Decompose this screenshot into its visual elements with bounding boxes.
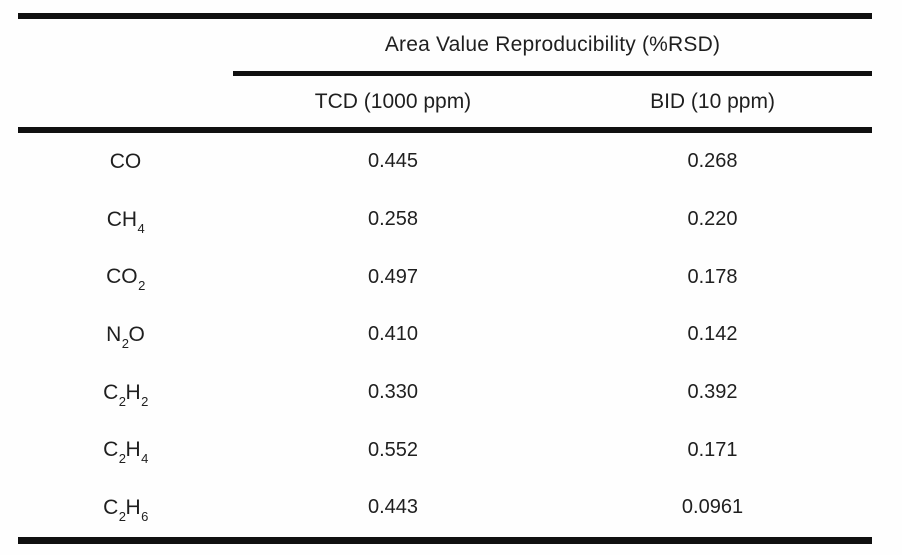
tcd-value: 0.443 [367, 496, 419, 519]
spanning-header-row: Area Value Reproducibility (%RSD) [18, 19, 872, 71]
column-header-tcd: TCD (1000 ppm) [314, 89, 472, 113]
table-row: N2O 0.410 0.142 [18, 306, 872, 364]
table-row: C2H4 0.552 0.171 [18, 421, 872, 479]
spanning-header-underline-row [18, 71, 872, 76]
spanning-header-title: Area Value Reproducibility (%RSD) [384, 33, 721, 56]
table-bottom-rule [18, 536, 872, 544]
table-row: C2H2 0.330 0.392 [18, 364, 872, 422]
bid-value: 0.142 [687, 323, 738, 346]
bid-value: 0.171 [687, 438, 738, 461]
reproducibility-table: Area Value Reproducibility (%RSD) TCD (1… [18, 13, 872, 544]
compound-label: C2H4 [103, 438, 149, 467]
bid-value: 0.392 [687, 381, 738, 404]
underline-spacer [18, 71, 233, 76]
tcd-value: 0.258 [367, 208, 419, 231]
column-header-row: TCD (1000 ppm) BID (10 ppm) [18, 76, 872, 127]
bid-value: 0.220 [687, 208, 738, 231]
tcd-value: 0.497 [367, 265, 419, 288]
tcd-value: 0.330 [367, 381, 419, 404]
bid-value: 0.178 [687, 265, 738, 288]
tcd-value: 0.552 [367, 438, 419, 461]
tcd-value: 0.410 [367, 323, 419, 346]
table-row: CO 0.445 0.268 [18, 133, 872, 191]
compound-label: C2H6 [103, 495, 149, 525]
bid-value: 0.0961 [681, 496, 744, 519]
tcd-value: 0.445 [367, 150, 419, 173]
table-body: CO 0.445 0.268 CH4 0.258 0.220 CO2 0.497 0.178 N2… [18, 133, 872, 537]
header-body-rule [18, 127, 872, 133]
table-row: CH4 0.258 0.220 [18, 191, 872, 249]
compound-label: CO2 [106, 265, 146, 294]
bid-value: 0.268 [687, 150, 738, 173]
compound-label: CH4 [106, 207, 145, 236]
compound-label: CO [109, 149, 142, 173]
column-header-bid: BID (10 ppm) [650, 89, 775, 113]
table-top-rule [18, 13, 872, 19]
spanning-header-underline [233, 71, 872, 76]
compound-label: N2O [106, 322, 145, 352]
compound-label: C2H2 [103, 380, 149, 409]
table-row: C2H6 0.443 0.0961 [18, 479, 872, 537]
table-row: CO2 0.497 0.178 [18, 248, 872, 306]
